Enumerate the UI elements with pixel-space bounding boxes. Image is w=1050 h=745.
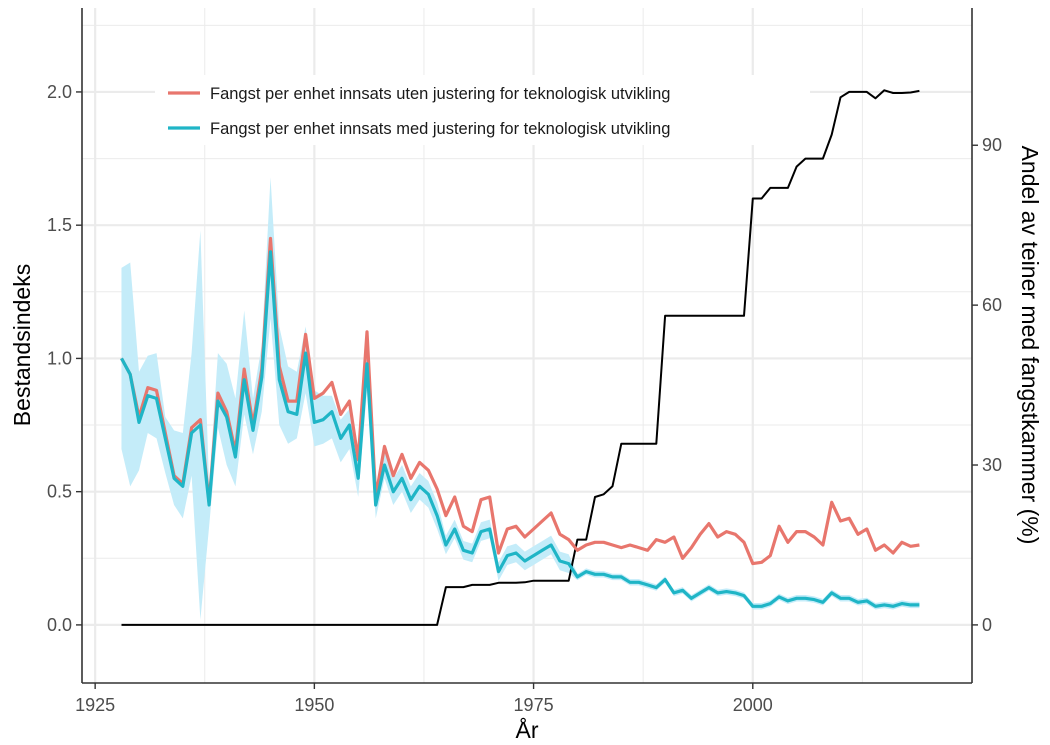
y-right-tick-label: 0	[982, 615, 992, 635]
legend-background	[155, 75, 810, 145]
legend: Fangst per enhet innsats uten justering …	[155, 75, 810, 145]
legend-label-unadjusted: Fangst per enhet innsats uten justering …	[210, 85, 670, 103]
plot-marks	[120, 89, 920, 626]
confidence-ribbon	[121, 177, 920, 620]
series-line-adjusted	[120, 250, 920, 608]
x-tick-label: 1950	[294, 695, 334, 715]
series-line-share	[121, 89, 920, 626]
x-tick-label: 2000	[733, 695, 773, 715]
axes: 1925 1950 1975 2000 0.0 0.5 1.0 1.5 2.0 0 30 60 90	[47, 8, 1002, 715]
y-tick-label: 1.0	[47, 348, 72, 368]
y-axis-title: Bestandsindeks	[9, 264, 35, 426]
y-tick-label: 0.5	[47, 482, 72, 502]
y-tick-label: 0.0	[47, 615, 72, 635]
y-right-tick-label: 30	[982, 455, 1002, 475]
y-right-tick-label: 60	[982, 295, 1002, 315]
y-tick-label: 1.5	[47, 215, 72, 235]
y-right-tick-label: 90	[982, 135, 1002, 155]
x-tick-label: 1975	[514, 695, 554, 715]
x-axis-title: År	[516, 716, 539, 743]
legend-label-adjusted: Fangst per enhet innsats med justering f…	[210, 120, 670, 138]
y-tick-label: 2.0	[47, 82, 72, 102]
x-tick-label: 1925	[75, 695, 115, 715]
y-axis-right-title: Andel av teiner med fangstkammer (%)	[1017, 146, 1043, 545]
